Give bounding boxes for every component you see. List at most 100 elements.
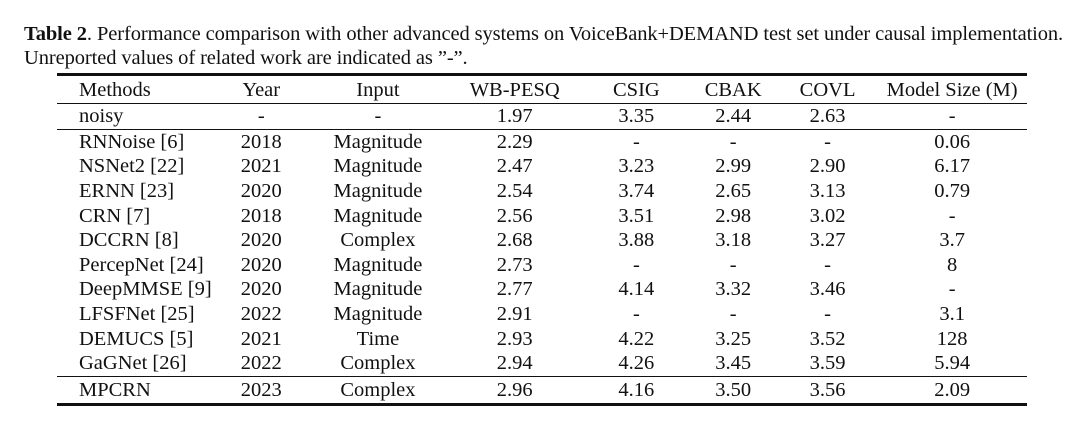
table-cell: 3.25 bbox=[715, 327, 752, 350]
table-cell: 3.1 bbox=[939, 303, 965, 326]
table-row: PercepNet [24] 2020 Magnitude 2.73 - - - 8 bbox=[57, 253, 1027, 278]
column-header: CSIG bbox=[584, 73, 689, 104]
table-row: ERNN [23] 2020 Magnitude 2.54 3.74 2.65 3.13 0.… bbox=[57, 179, 1027, 204]
table-cell: Magnitude bbox=[333, 253, 423, 276]
table-cell: NSNet2 [22] bbox=[79, 155, 185, 178]
table-row: DeepMMSE [9] 2020 Magnitude 2.77 4.14 3.32 3.4… bbox=[57, 277, 1027, 302]
table-cell: - bbox=[310, 103, 446, 130]
table-row: RNNoise [6] 2018 Magnitude 2.29 - - - 0.06 bbox=[57, 129, 1027, 154]
table-cell: 3.51 bbox=[618, 204, 655, 227]
table-cell: 2.09 bbox=[877, 375, 1027, 406]
table-cell: Magnitude bbox=[333, 180, 423, 203]
table-cell: Complex bbox=[340, 229, 416, 252]
table-cell: 3.13 bbox=[809, 180, 846, 203]
table-cell: 2.94 bbox=[496, 352, 533, 375]
table-row: noisy - -1.97 3.35 2.44 2.63- bbox=[57, 103, 1027, 130]
table-cell: 2.91 bbox=[496, 303, 533, 326]
table-cell: Complex bbox=[310, 375, 446, 406]
table-cell: - bbox=[824, 303, 831, 326]
table-cell: 2.98 bbox=[715, 204, 752, 227]
table-cell: MPCRN bbox=[57, 375, 212, 406]
table-cell: Magnitude bbox=[333, 278, 423, 301]
table-row: NSNet2 [22] 2021 Magnitude 2.47 3.23 2.99 2.90… bbox=[57, 154, 1027, 179]
table-cell: PercepNet [24] bbox=[79, 253, 204, 276]
table-cell: Magnitude bbox=[333, 204, 423, 227]
table-cell: 6.17 bbox=[934, 155, 971, 178]
table-cell: 3.50 bbox=[688, 375, 778, 406]
table-cell: 8 bbox=[947, 253, 958, 276]
column-header: Year bbox=[211, 73, 311, 104]
table-cell: 2.68 bbox=[496, 229, 533, 252]
column-header: Model Size (M) bbox=[877, 73, 1027, 104]
table-cell: 3.02 bbox=[809, 204, 846, 227]
table-cell: - bbox=[632, 303, 640, 326]
table-cell: 0.06 bbox=[934, 130, 971, 153]
table-cell: - bbox=[948, 204, 956, 227]
table-cell: 5.94 bbox=[934, 352, 971, 375]
table-cell: 4.22 bbox=[618, 327, 655, 350]
table-cell: 2021 bbox=[240, 327, 282, 350]
table-cell: Time bbox=[356, 327, 400, 350]
table-cell: 2018 bbox=[240, 204, 282, 227]
table-cell: Magnitude bbox=[333, 303, 423, 326]
table-cell: 2.54 bbox=[496, 180, 533, 203]
table-cell: 3.45 bbox=[715, 352, 752, 375]
column-header: COVL bbox=[777, 73, 878, 104]
table-cell: 3.32 bbox=[715, 278, 752, 301]
table-cell: 2.47 bbox=[496, 155, 533, 178]
table-cell: - bbox=[632, 253, 640, 276]
caption-text: . Performance comparison with other adva… bbox=[86, 23, 1064, 45]
table-cell: 2.96 bbox=[445, 375, 585, 406]
table-cell: 3.74 bbox=[618, 180, 655, 203]
table-cell: 2022 bbox=[240, 352, 282, 375]
table-caption: Table 2. Performance comparison with oth… bbox=[24, 22, 1064, 70]
column-header: Input bbox=[310, 73, 446, 104]
table-row: DEMUCS [5] 2021 Time 2.93 4.22 3.25 3.52 128 bbox=[57, 326, 1027, 351]
table-row: LFSFNet [25] 2022 Magnitude 2.91 - - - 3.1 bbox=[57, 302, 1027, 327]
table-cell: 2.99 bbox=[715, 155, 752, 178]
table-cell: - bbox=[729, 130, 737, 153]
table-cell: 128 bbox=[936, 327, 968, 350]
table-cell: 3.88 bbox=[618, 229, 655, 252]
comparison-table: Methods Year Input WB-PESQ CSIG CBAK COVL Model… bbox=[57, 73, 1027, 406]
table-cell: - bbox=[211, 103, 311, 130]
table-cell: - bbox=[824, 253, 831, 276]
table-cell: DeepMMSE [9] bbox=[79, 278, 212, 301]
table-cell: Complex bbox=[340, 352, 416, 375]
column-header: WB-PESQ bbox=[445, 73, 585, 104]
header-row: Methods Year Input WB-PESQ CSIG CBAK COVL Model… bbox=[57, 73, 1027, 104]
table-cell: 2.93 bbox=[496, 327, 533, 350]
table-cell: DEMUCS [5] bbox=[79, 327, 194, 350]
table-cell: 2023 bbox=[211, 375, 311, 406]
table-cell: 4.26 bbox=[618, 352, 655, 375]
table-row: GaGNet [26] 2022 Complex 2.94 4.26 3.45 3.59 5.… bbox=[57, 351, 1027, 376]
table-cell: 2.63 bbox=[777, 103, 878, 130]
table-cell: - bbox=[729, 303, 737, 326]
table-cell: - bbox=[824, 130, 831, 153]
table-cell: 2020 bbox=[240, 278, 282, 301]
table-cell: Magnitude bbox=[333, 130, 423, 153]
table-cell: DCCRN [8] bbox=[79, 229, 179, 252]
table-cell: 2020 bbox=[240, 180, 282, 203]
table-cell: 2.56 bbox=[496, 204, 533, 227]
table-cell: ERNN [23] bbox=[79, 180, 175, 203]
table-cell: 3.23 bbox=[618, 155, 655, 178]
table-cell: 3.52 bbox=[809, 327, 846, 350]
table-cell: 2.44 bbox=[688, 103, 778, 130]
caption-label: Table 2 bbox=[24, 23, 87, 45]
table-cell: 2022 bbox=[240, 303, 282, 326]
table-cell: 2.90 bbox=[809, 155, 846, 178]
table-cell: 2.77 bbox=[496, 278, 533, 301]
table-cell: CRN [7] bbox=[79, 204, 151, 227]
table-row: DCCRN [8] 2020 Complex 2.68 3.88 3.18 3.27 3.7 bbox=[57, 228, 1027, 253]
table-cell: 2.29 bbox=[496, 130, 533, 153]
table-cell: 3.46 bbox=[809, 278, 846, 301]
table-cell: 3.18 bbox=[715, 229, 752, 252]
table-cell: noisy bbox=[57, 103, 212, 130]
table-cell: 3.59 bbox=[809, 352, 846, 375]
table-cell: GaGNet [26] bbox=[79, 352, 187, 375]
table-cell: - bbox=[877, 103, 1027, 130]
table-cell: - bbox=[948, 278, 956, 301]
table-row: CRN [7] 2018 Magnitude 2.56 3.51 2.98 3.02 - bbox=[57, 203, 1027, 228]
table-cell: 1.97 bbox=[445, 103, 585, 130]
